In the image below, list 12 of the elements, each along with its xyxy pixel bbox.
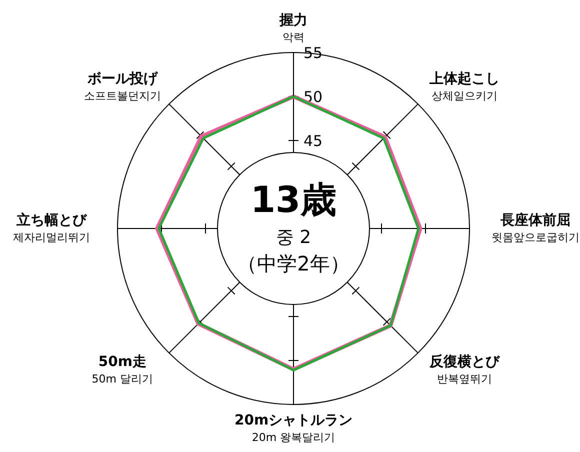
spoke-label: 握力 악력 bbox=[278, 12, 308, 44]
spoke-label: 長座体前屈 윗몸앞으로굽히기 bbox=[492, 212, 580, 244]
y-tick-label: 45 bbox=[304, 132, 323, 150]
spoke-label: 上体起こし 상체일으키기 bbox=[428, 71, 500, 103]
text: （中学2年） bbox=[237, 252, 350, 276]
text: 중 2 bbox=[276, 227, 312, 248]
spoke-label: 立ち幅とび 제자리멀리뛰기 bbox=[13, 212, 90, 244]
spoke-label: 反復横とび 반복옆뛰기 bbox=[428, 352, 501, 386]
spoke-label: 20mシャトルラン 20m 왕복달리기 bbox=[234, 412, 353, 444]
spoke-label: 50m走 50m 달리기 bbox=[92, 354, 153, 386]
spoke-label: ボール投げ 소프트볼던지기 bbox=[84, 71, 161, 103]
text: 13歳 bbox=[250, 180, 337, 221]
